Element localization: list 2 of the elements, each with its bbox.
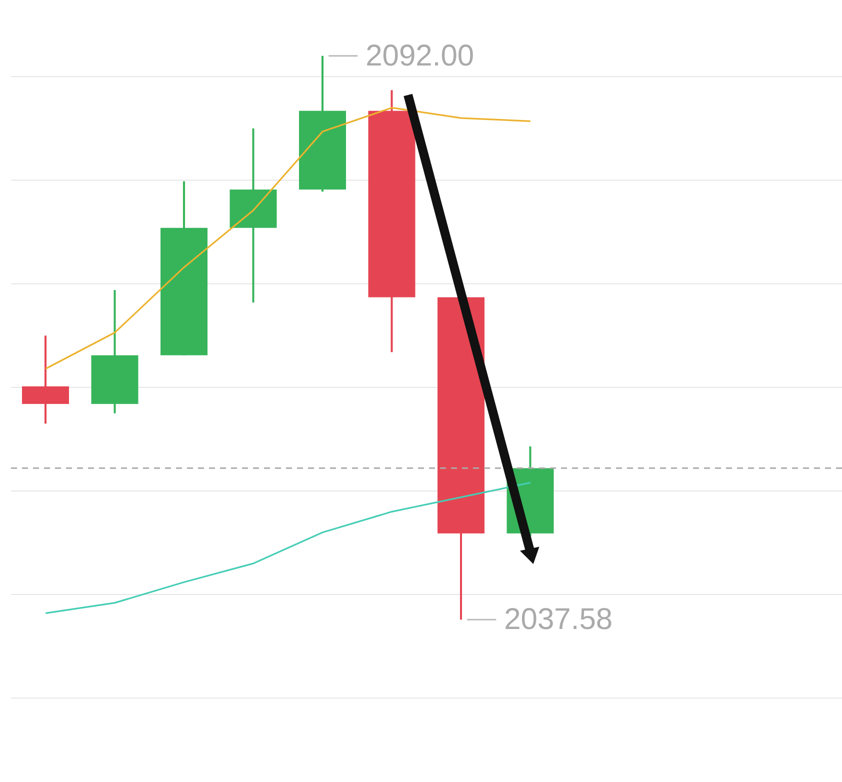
annotation: 2037.58 — [504, 603, 613, 636]
annotation: 2092.00 — [366, 39, 474, 72]
